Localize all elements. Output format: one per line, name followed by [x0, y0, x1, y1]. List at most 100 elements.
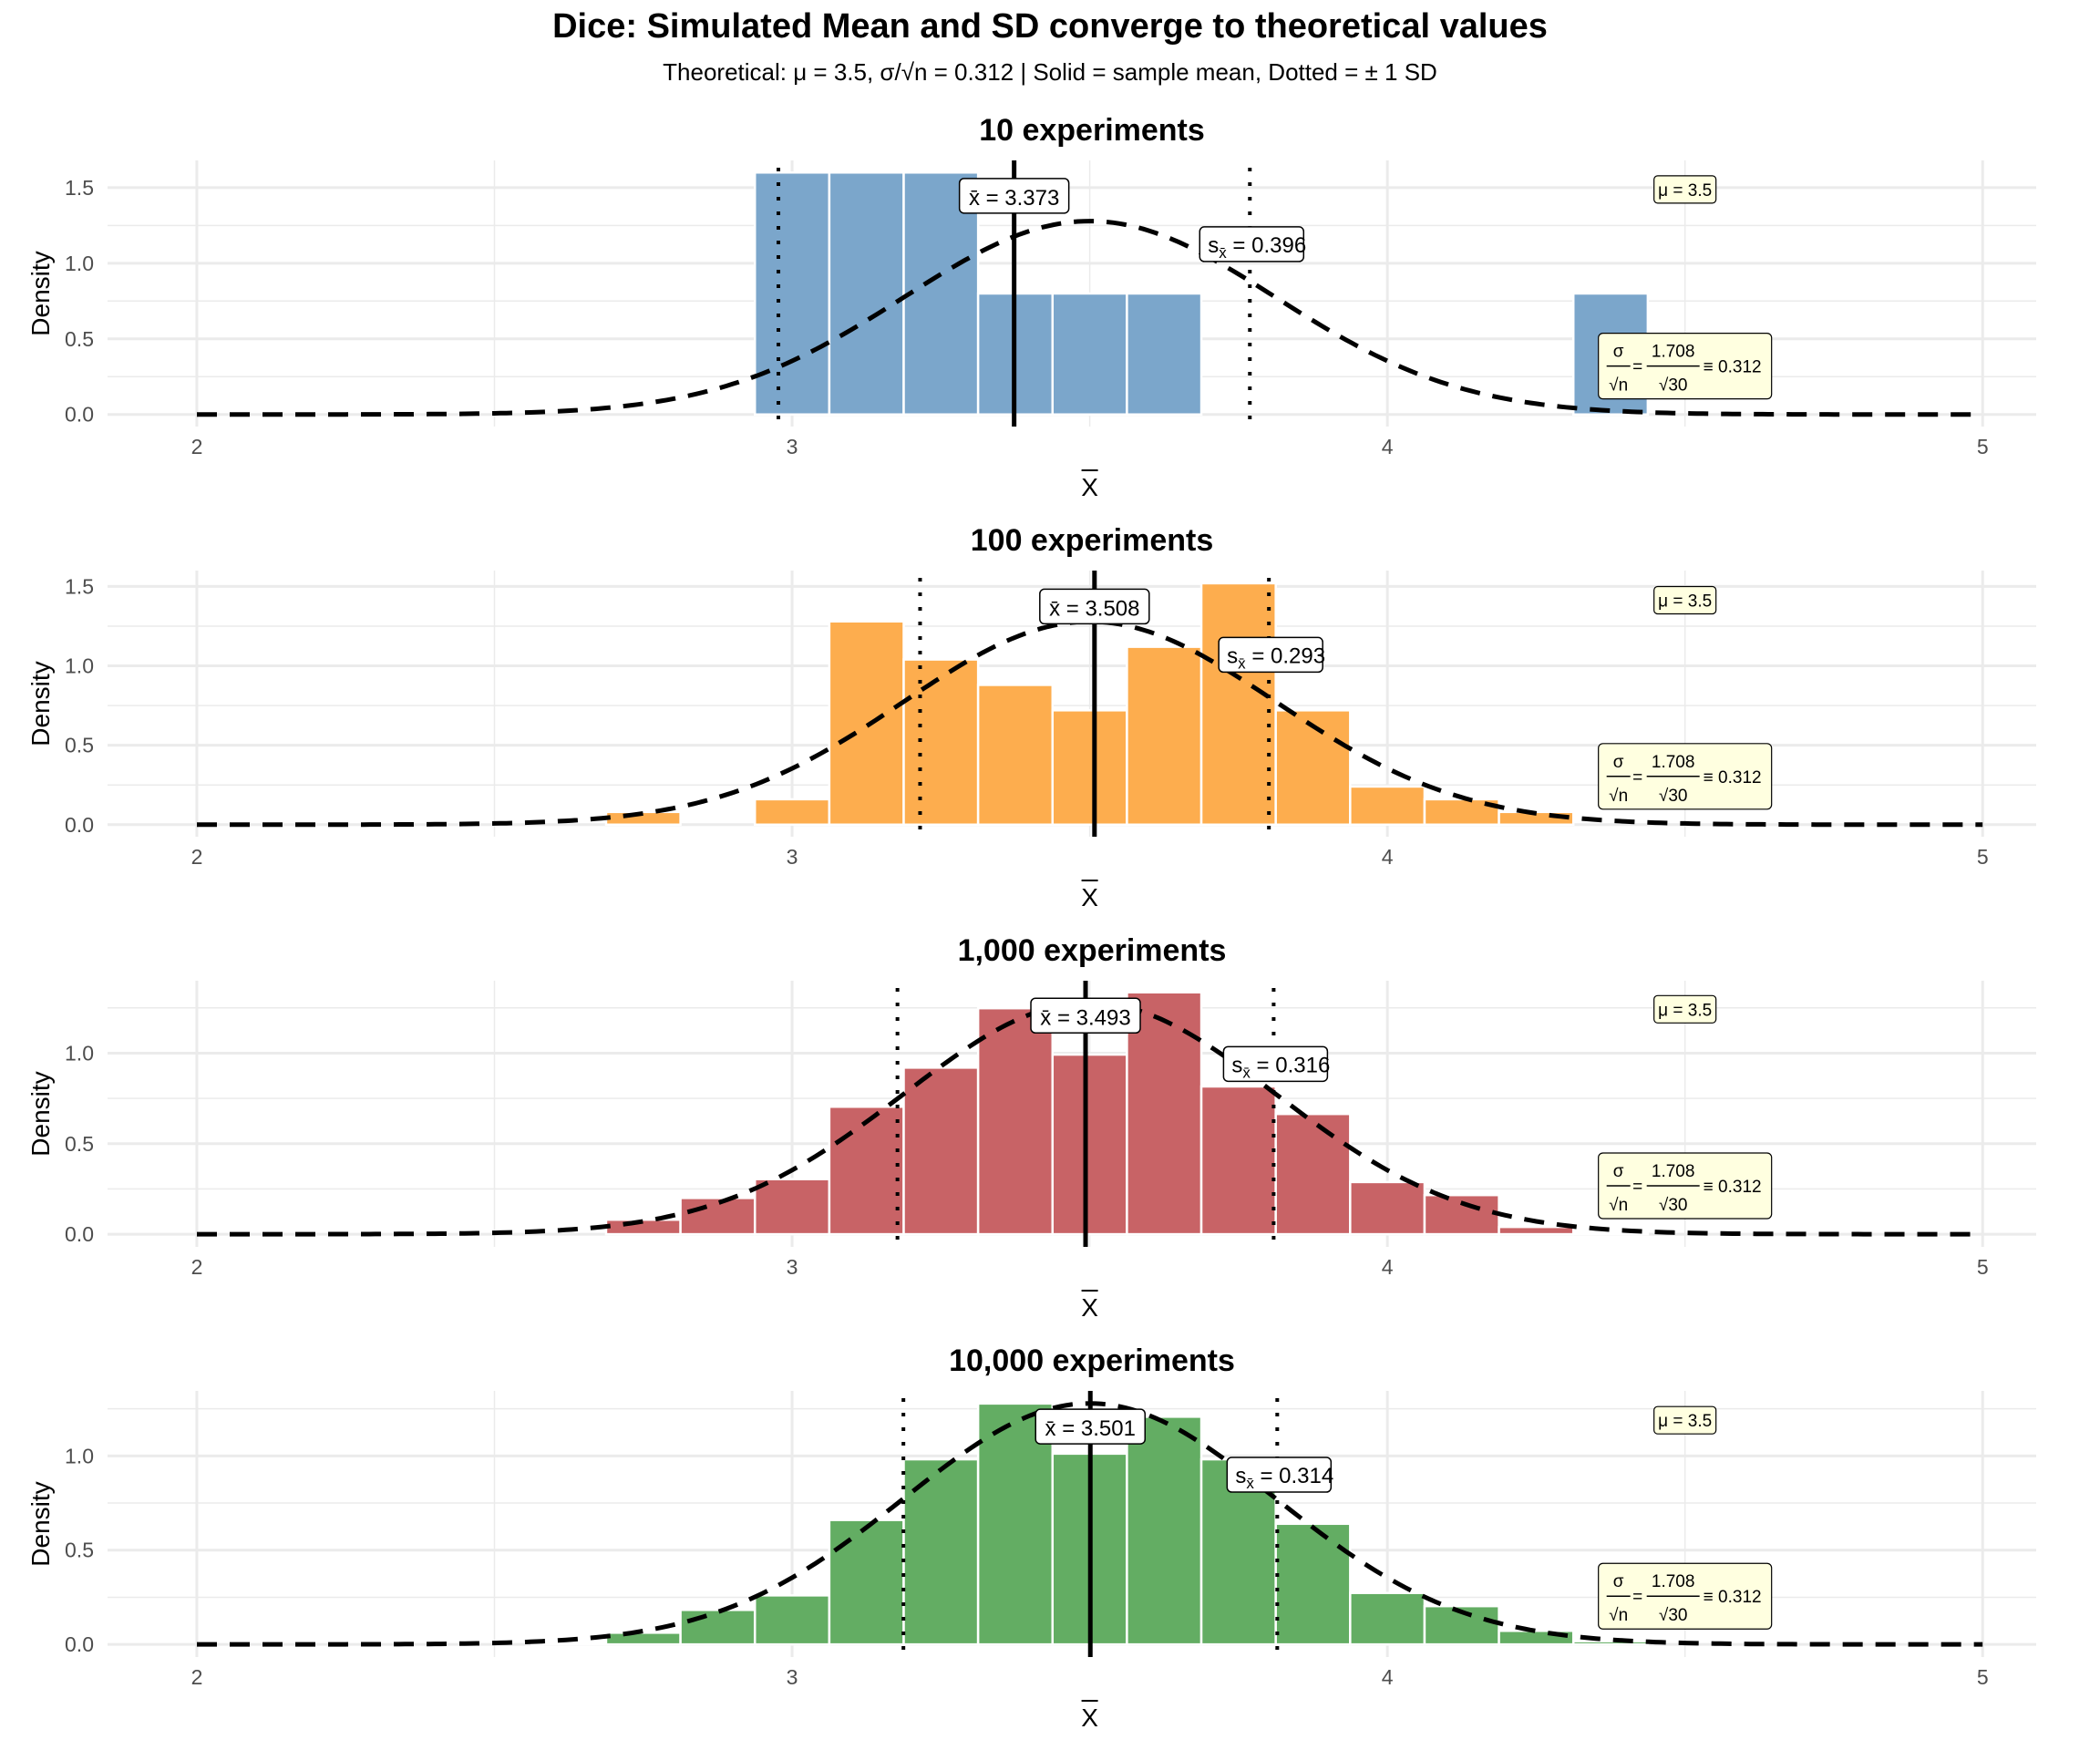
histogram-bar [1126, 1415, 1203, 1646]
se-formula-label: σ √n= 1.708 √30 ≡ 0.312 [1598, 743, 1773, 810]
histogram-bar [1274, 1522, 1352, 1646]
se-value: ≡ 0.312 [1704, 1178, 1762, 1197]
x-axis-title: X [1081, 1293, 1098, 1322]
y-tick-label: 0.5 [65, 734, 94, 757]
sqrt-n-symbol: √n [1609, 787, 1628, 806]
panel-title: 10,000 experiments [949, 1343, 1235, 1378]
histogram-bar [1349, 1591, 1426, 1646]
histogram-bar [753, 171, 831, 416]
sqrt-30-symbol: √30 [1659, 787, 1688, 806]
histogram-bar [828, 171, 905, 416]
panel-title: 1,000 experiments [958, 933, 1227, 968]
y-axis-title: Density [26, 661, 55, 746]
sd-label-text: sx̄ = 0.316 [1231, 1053, 1330, 1081]
se-value: ≡ 0.312 [1704, 768, 1762, 788]
panel-4: 10,000 experiments 0.0 0.5 1.0 2 3 4 5 Density Xx… [26, 1343, 2036, 1732]
mu-label-text: μ = 3.5 [1658, 1412, 1712, 1431]
histogram-bars [604, 991, 1650, 1236]
equals-sign: = [1632, 1588, 1642, 1607]
histogram-bar [753, 798, 831, 827]
mean-label-box [1035, 1408, 1146, 1445]
mean-label: x̄ = 3.501 [1035, 1408, 1146, 1445]
panel-1: 10 experiments 0.0 0.5 1.0 1.5 2 3 4 5 Density Xx̄… [26, 113, 2036, 501]
mean-label-box [1030, 997, 1141, 1035]
panel-2: 100 experiments 0.0 0.5 1.0 1.5 2 3 4 5 Density Xx… [26, 523, 2036, 911]
mu-label-text: μ = 3.5 [1658, 592, 1712, 611]
sqrt-n-symbol: √n [1609, 376, 1628, 396]
y-axis-title: Density [26, 1481, 55, 1566]
mu-label-box [1653, 1405, 1717, 1435]
sd-label-box [1218, 636, 1323, 674]
x-tick-label: 4 [1382, 435, 1394, 458]
histogram-bar [1498, 1225, 1575, 1236]
x-axis-title: X [1081, 1704, 1098, 1732]
mu-label-text: μ = 3.5 [1658, 1001, 1712, 1020]
mu-label-box [1653, 175, 1717, 204]
x-tick-label: 2 [191, 1255, 203, 1279]
x-tick-label: 3 [787, 435, 798, 458]
mean-label-text: x̄ = 3.373 [969, 186, 1059, 211]
x-axis-title: X [1081, 473, 1098, 501]
y-tick-label: 1.0 [65, 252, 94, 275]
x-tick-label: 3 [787, 1255, 798, 1279]
y-tick-label: 0.5 [65, 1539, 94, 1562]
sqrt-n-symbol: √n [1609, 1606, 1628, 1625]
y-tick-label: 1.5 [65, 574, 94, 598]
se-value: ≡ 0.312 [1704, 1588, 1762, 1607]
sqrt-30-symbol: √30 [1659, 376, 1688, 396]
sqrt-n-symbol: √n [1609, 1196, 1628, 1215]
histogram-bar [679, 1609, 757, 1646]
y-tick-label: 1.0 [65, 654, 94, 678]
theoretical-normal-curve [197, 1000, 1983, 1237]
histogram-bar [828, 1106, 905, 1236]
sqrt-30-symbol: √30 [1659, 1196, 1688, 1215]
panel-3: 1,000 experiments 0.0 0.5 1.0 2 3 4 5 Density Xx̄… [26, 933, 2036, 1322]
histogram-bar [1126, 292, 1203, 416]
sd-label: sx̄ = 0.314 [1226, 1457, 1333, 1493]
x-tick-label: 3 [787, 845, 798, 869]
y-tick-label: 1.5 [65, 176, 94, 200]
y-tick-label: 0.0 [65, 1222, 94, 1246]
mean-label-box [1039, 588, 1150, 625]
y-tick-label: 0.5 [65, 1132, 94, 1156]
sd-label-box [1199, 226, 1305, 262]
mean-label: x̄ = 3.493 [1030, 997, 1141, 1035]
sigma-value: 1.708 [1652, 343, 1695, 362]
x-axis-title: X [1081, 883, 1098, 911]
y-tick-label: 0.5 [65, 327, 94, 351]
mu-label-text: μ = 3.5 [1658, 181, 1712, 201]
se-formula-label: σ √n= 1.708 √30 ≡ 0.312 [1598, 333, 1773, 400]
histogram-bar [1126, 645, 1203, 827]
chart-subtitle: Theoretical: μ = 3.5, σ/√n = 0.312 | Sol… [663, 58, 1437, 86]
mu-label-box [1653, 994, 1717, 1024]
y-tick-label: 0.0 [65, 403, 94, 427]
histogram-bar [828, 1518, 905, 1646]
histogram-bar [1349, 785, 1426, 827]
panel-title: 100 experiments [971, 523, 1214, 558]
histogram-bars [604, 582, 1575, 827]
mean-label-text: x̄ = 3.493 [1040, 1005, 1130, 1030]
histogram-bar [902, 658, 980, 827]
histogram-bar [1274, 1112, 1352, 1236]
histogram-bar [753, 1178, 831, 1236]
mu-label: μ = 3.5 [1653, 1405, 1717, 1435]
histogram-bar [1349, 1180, 1426, 1236]
y-tick-label: 1.0 [65, 1444, 94, 1467]
mu-label: μ = 3.5 [1653, 994, 1717, 1024]
sigma-symbol: σ [1613, 343, 1624, 362]
histogram-bar [1051, 709, 1128, 827]
y-axis-title: Density [26, 1071, 55, 1156]
sd-label-text: sx̄ = 0.396 [1208, 233, 1306, 262]
sd-label-text: sx̄ = 0.293 [1227, 643, 1325, 672]
sigma-value: 1.708 [1652, 753, 1695, 772]
x-tick-label: 2 [191, 1665, 203, 1689]
se-formula-label: σ √n= 1.708 √30 ≡ 0.312 [1598, 1562, 1773, 1630]
histogram-bar [604, 1218, 682, 1236]
histogram-bar [1199, 582, 1277, 827]
y-tick-label: 0.0 [65, 813, 94, 837]
histogram-bar [976, 1006, 1055, 1236]
x-tick-label: 5 [1977, 1255, 1989, 1279]
x-tick-label: 5 [1977, 435, 1989, 458]
sigma-value: 1.708 [1652, 1162, 1695, 1181]
